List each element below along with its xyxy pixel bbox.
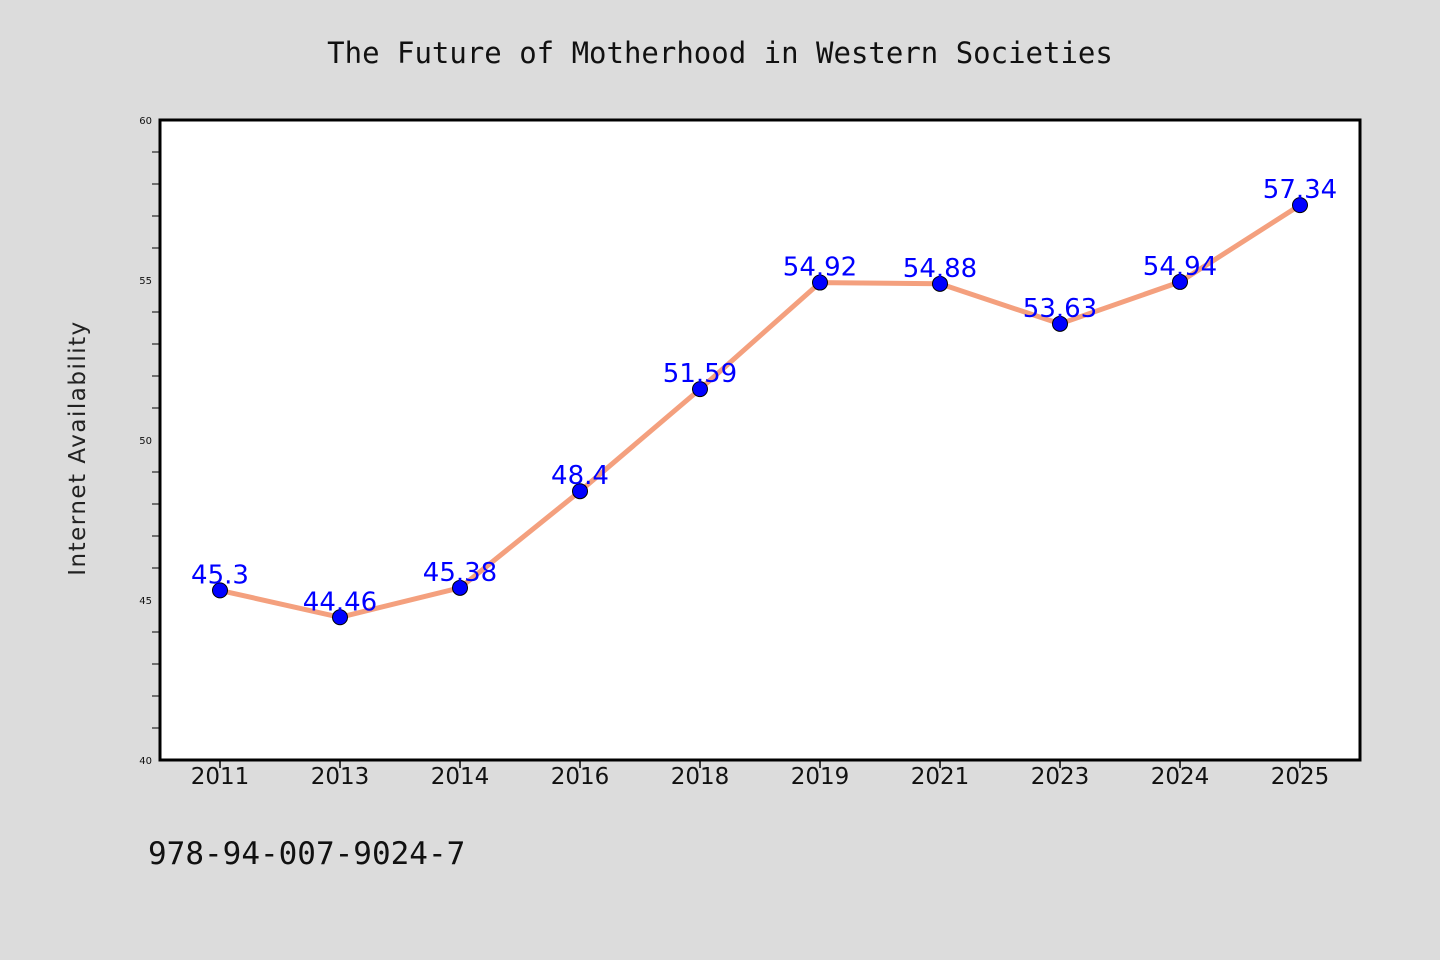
data-label: 51.59 — [663, 359, 737, 389]
data-label: 44.46 — [303, 587, 377, 617]
x-tick-label: 2023 — [1031, 764, 1090, 790]
plot-frame — [158, 118, 1362, 762]
data-point — [1052, 315, 1068, 332]
x-tick-label: 2025 — [1271, 764, 1330, 790]
data-point — [212, 582, 228, 599]
x-tick-label: 2021 — [911, 764, 970, 790]
x-tick-label: 2024 — [1151, 764, 1210, 790]
x-tick-label: 2018 — [671, 764, 730, 790]
data-point — [332, 609, 348, 626]
data-point — [572, 483, 588, 500]
y-tick-label: 45 — [139, 596, 152, 607]
chart-title: The Future of Motherhood in Western Soci… — [327, 36, 1113, 70]
data-label: 45.38 — [423, 558, 497, 588]
x-tick-label: 2014 — [431, 764, 490, 790]
data-point — [692, 381, 708, 398]
axis-ticks: 40 45 50 55 60 2011 2013 2014 2016 2018 2019 2021 20… — [139, 116, 1329, 790]
data-point — [1172, 273, 1188, 290]
y-tick-label: 40 — [139, 756, 152, 767]
x-tick-label: 2011 — [191, 764, 250, 790]
data-point — [932, 275, 948, 292]
data-label: 57.34 — [1263, 175, 1337, 205]
data-point — [452, 579, 468, 596]
data-label: 54.88 — [903, 254, 977, 284]
y-tick-label: 55 — [139, 276, 152, 287]
data-label: 53.63 — [1023, 294, 1097, 324]
series-markers — [212, 197, 1308, 626]
isbn-text: 978-94-007-9024-7 — [148, 836, 465, 872]
series-line-group — [217, 202, 1303, 620]
data-label: 45.3 — [191, 560, 249, 590]
x-tick-label: 2013 — [311, 764, 370, 790]
data-point — [1292, 197, 1308, 214]
x-tick-label: 2016 — [551, 764, 610, 790]
plot-area — [160, 120, 1360, 760]
data-point — [812, 274, 828, 291]
y-tick-label: 50 — [139, 436, 152, 447]
y-tick-label: 60 — [139, 116, 152, 127]
y-axis-label: Internet Availability — [65, 320, 91, 576]
series-line — [217, 202, 1303, 620]
data-labels: 45.3 44.46 45.38 48.4 51.59 54.92 54.88 53.63 54… — [191, 175, 1337, 617]
data-label: 54.92 — [783, 253, 857, 283]
x-tick-label: 2019 — [791, 764, 850, 790]
data-label: 48.4 — [551, 461, 609, 491]
data-label: 54.94 — [1143, 252, 1217, 282]
